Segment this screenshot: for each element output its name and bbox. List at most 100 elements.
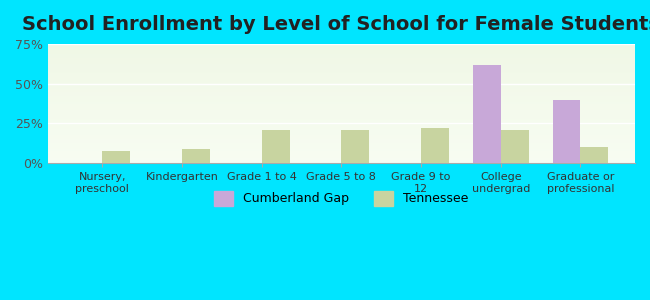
Bar xyxy=(48,157,635,158)
Bar xyxy=(48,86,635,87)
Bar xyxy=(48,123,635,124)
Bar xyxy=(103,151,130,163)
Bar xyxy=(48,112,635,113)
Bar xyxy=(48,79,635,80)
Bar xyxy=(48,140,635,141)
Bar xyxy=(48,89,635,91)
Bar xyxy=(48,141,635,142)
Bar xyxy=(48,138,635,140)
Bar xyxy=(48,155,635,156)
Bar xyxy=(48,110,635,111)
Legend: Cumberland Gap, Tennessee: Cumberland Gap, Tennessee xyxy=(209,185,473,211)
Bar xyxy=(48,49,635,50)
Bar xyxy=(48,126,635,128)
Bar xyxy=(48,94,635,95)
Bar xyxy=(48,125,635,126)
Bar xyxy=(48,93,635,94)
Bar xyxy=(48,118,635,119)
Bar xyxy=(48,119,635,120)
Bar xyxy=(48,87,635,88)
Bar xyxy=(48,162,635,163)
Bar xyxy=(48,95,635,96)
Bar xyxy=(48,44,635,45)
Bar xyxy=(48,134,635,135)
Bar xyxy=(48,57,635,58)
Bar xyxy=(48,122,635,123)
Bar xyxy=(48,100,635,101)
Bar xyxy=(48,136,635,137)
Bar xyxy=(48,70,635,71)
Bar xyxy=(48,146,635,147)
Bar xyxy=(48,161,635,162)
Bar xyxy=(48,46,635,47)
Bar xyxy=(48,129,635,130)
Bar xyxy=(48,152,635,153)
Bar xyxy=(48,80,635,81)
Bar xyxy=(48,99,635,100)
Bar xyxy=(48,117,635,118)
Bar xyxy=(48,58,635,59)
Bar xyxy=(48,91,635,92)
Bar xyxy=(48,124,635,125)
Bar xyxy=(48,71,635,73)
Bar xyxy=(48,120,635,122)
Bar xyxy=(48,106,635,107)
Bar xyxy=(48,59,635,61)
Bar xyxy=(48,64,635,65)
Bar xyxy=(48,103,635,105)
Bar xyxy=(473,64,500,163)
Bar xyxy=(48,53,635,55)
Bar xyxy=(552,100,580,163)
Bar xyxy=(48,147,635,148)
Bar xyxy=(48,83,635,85)
Bar xyxy=(48,73,635,74)
Bar xyxy=(48,116,635,117)
Bar xyxy=(48,101,635,102)
Bar xyxy=(48,76,635,77)
Bar xyxy=(48,135,635,136)
Bar xyxy=(48,160,635,161)
Bar xyxy=(48,65,635,67)
Bar xyxy=(48,114,635,116)
Bar xyxy=(48,50,635,51)
Bar xyxy=(48,113,635,114)
Bar xyxy=(48,150,635,152)
Bar xyxy=(48,68,635,69)
Bar xyxy=(48,149,635,150)
Bar xyxy=(580,147,608,163)
Bar xyxy=(48,144,635,145)
Bar xyxy=(182,149,210,163)
Bar xyxy=(48,45,635,46)
Bar xyxy=(48,96,635,98)
Bar xyxy=(48,98,635,99)
Bar xyxy=(48,105,635,106)
Bar xyxy=(48,153,635,154)
Bar xyxy=(48,47,635,49)
Bar xyxy=(48,143,635,144)
Bar xyxy=(48,67,635,68)
Bar xyxy=(48,131,635,132)
Bar xyxy=(48,148,635,149)
Bar xyxy=(48,158,635,160)
Title: School Enrollment by Level of School for Female Students: School Enrollment by Level of School for… xyxy=(23,15,650,34)
Bar xyxy=(48,77,635,79)
Bar xyxy=(262,130,290,163)
Bar xyxy=(48,132,635,134)
Bar xyxy=(421,128,449,163)
Bar xyxy=(48,82,635,83)
Bar xyxy=(48,81,635,82)
Bar xyxy=(48,111,635,112)
Bar xyxy=(48,92,635,93)
Bar xyxy=(48,108,635,110)
Bar xyxy=(48,128,635,129)
Bar xyxy=(48,52,635,53)
Bar xyxy=(48,74,635,75)
Bar xyxy=(48,61,635,62)
Bar xyxy=(48,88,635,89)
Bar xyxy=(48,63,635,64)
Bar xyxy=(48,130,635,131)
Bar xyxy=(48,75,635,76)
Bar xyxy=(48,102,635,104)
Bar xyxy=(48,85,635,86)
Bar xyxy=(48,55,635,56)
